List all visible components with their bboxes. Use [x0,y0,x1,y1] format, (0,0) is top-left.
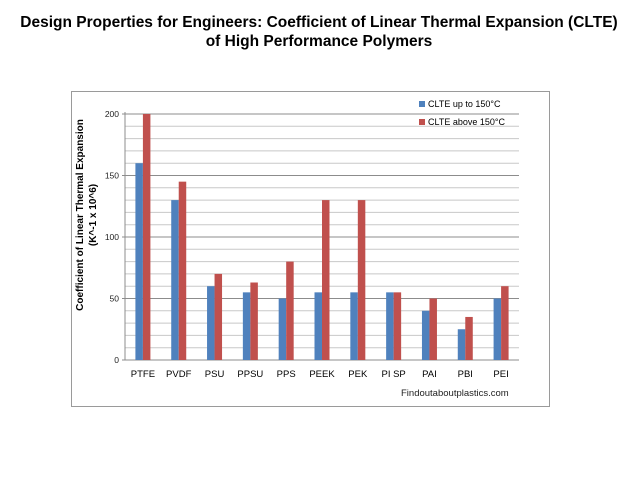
bar [242,292,251,360]
x-tick-label: PPS [277,369,296,380]
bar [142,114,151,360]
bar [171,200,179,360]
bar [207,286,215,360]
y-tick-label: 200 [105,109,119,119]
x-tick-label: PVDF [166,369,192,380]
chart-title: Design Properties for Engineers: Coeffic… [0,13,638,51]
bar [393,292,402,360]
bar [386,292,394,360]
bar [250,282,258,360]
bar [135,163,143,360]
x-tick-label: PEK [348,369,368,380]
bar [314,292,322,360]
bar [357,200,366,360]
bar [178,181,187,360]
y-axis-label-line-1: Coefficient of Linear Thermal Expansion [75,119,86,311]
x-tick-labels: PTFE PVDF PSU PPSU PPS PEEK PEK PI SP PAI PBI PEI [131,369,509,380]
bar [465,316,473,360]
bar [457,329,466,360]
legend-label: CLTE up to 150°C [428,99,501,109]
title-line-2: of High Performance Polymers [205,33,433,50]
bar [421,310,430,360]
bar [493,298,502,360]
x-tick-label: PTFE [131,369,155,380]
legend-swatch [419,101,425,107]
bar [501,286,509,360]
y-tick-label: 50 [110,294,120,304]
y-tick-label: 100 [105,232,119,242]
title-line-1: Design Properties for Engineers: Coeffic… [20,14,618,31]
y-tick-label: 150 [105,171,119,181]
legend-label: CLTE above 150°C [428,117,505,127]
y-tick-label: 0 [114,355,119,365]
bar [278,298,287,360]
x-tick-label: PEEK [309,369,335,380]
x-tick-label: PEI [493,369,508,380]
y-axis-label-line-2: (K^-1 x 10^6) [88,184,99,246]
legend: CLTE up to 150°C CLTE above 150°C [419,99,505,127]
source-watermark: Findoutaboutplastics.com [401,388,509,399]
x-tick-label: PBI [458,369,473,380]
bar [429,298,437,360]
bar [322,200,330,360]
bar [286,261,294,360]
x-tick-label: PPSU [237,369,263,380]
x-tick-label: PAI [422,369,437,380]
bars [135,114,509,360]
x-tick-label: PI SP [381,369,405,380]
legend-swatch [419,119,425,125]
y-tick-labels: 0 50 100 150 200 [105,109,119,365]
bar [350,292,358,360]
bar [214,273,223,360]
x-tick-label: PSU [205,369,225,380]
